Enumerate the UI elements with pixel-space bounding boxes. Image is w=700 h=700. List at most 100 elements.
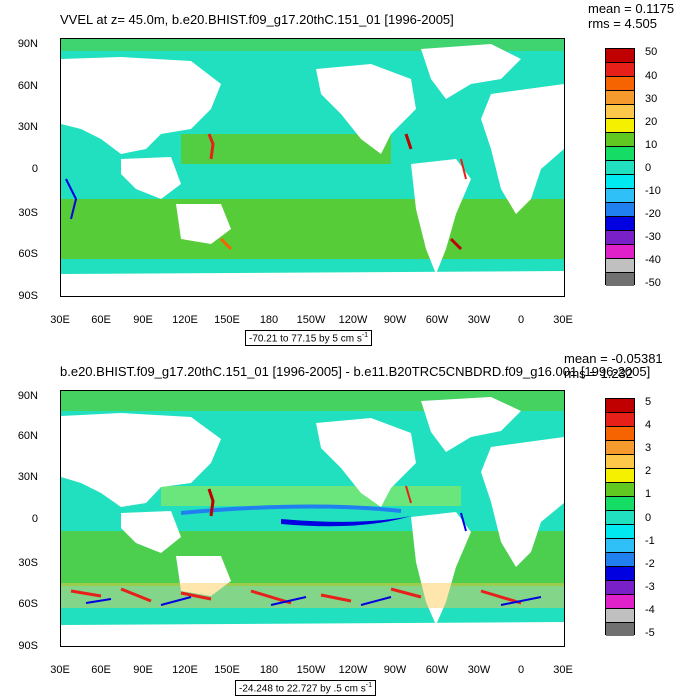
panel2-lon-label: 120E [172,664,198,676]
panel2-colorbar-box [606,581,634,595]
panel1-lat-label: 30N [17,121,38,133]
panel2-colorbar-box [606,441,634,455]
panel1-range-sup: -1 [361,332,369,339]
panel2-colorbar-box [606,553,634,567]
panel1-colorbar-box [606,49,634,63]
panel2-colorbar-label: 4 [645,419,652,431]
panel1-colorbar-box [606,245,634,259]
panel1-colorbar-box [606,273,634,286]
panel2-colorbar-box [606,455,634,469]
panel2-colorbar-label: -4 [645,604,655,616]
panel2-colorbar-label: 3 [645,442,652,454]
panel1-colorbar-box [606,63,634,77]
panel1-range-text: -70.21 to 77.15 by 5 cm s [249,333,362,345]
panel2-lat-label: 0 [31,513,38,525]
panel1-colorbar-box [606,119,634,133]
panel2-colorbar-box [606,609,634,623]
panel1-lon-label: 30E [50,314,70,326]
panel1-colorbar [605,48,635,286]
panel1-lat-label: 0 [31,163,38,175]
panel2-lon-label: 180 [259,664,279,676]
panel2-title: b.e20.BHIST.f09_g17.20thC.151_01 [1996-2… [60,364,651,379]
panel1-colorbar-label: 20 [645,116,658,128]
panel2-lon-label: 150E [214,664,240,676]
panel1-lon-label: 60E [91,314,111,326]
panel2-colorbar-label: -2 [645,558,655,570]
panel2-lat-label: 60S [18,598,38,610]
panel2-colorbar-box [606,483,634,497]
panel1-colorbar-box [606,231,634,245]
panel2-map [60,390,565,647]
panel1-lat-label: 90N [17,38,38,50]
panel2-colorbar [605,398,635,636]
panel2-colorbar-label: 0 [645,512,652,524]
panel2-range-text: -24.248 to 22.727 by .5 cm s [239,683,366,695]
panel1-map-field [61,39,564,296]
panel2-colorbar-box [606,525,634,539]
panel1-mean: mean = 0.1175 [588,1,675,16]
panel1-lat-label: 60N [17,80,38,92]
panel1-colorbar-label: -30 [645,231,661,243]
panel2-colorbar-box [606,413,634,427]
panel2-lon-label: 90E [133,664,153,676]
panel2-mean: mean = -0.05381 [564,351,663,366]
panel1-lon-label: 60W [425,314,449,326]
panel2-lon-label: 30W [467,664,491,676]
panel2-colorbar-label: 1 [645,488,652,500]
panel1-colorbar-box [606,161,634,175]
panel1-colorbar-label: 0 [645,162,652,174]
panel2-lon-label: 120W [338,664,368,676]
panel1-colorbar-box [606,133,634,147]
panel2-range-box: -24.248 to 22.727 by .5 cm s-1 [235,680,376,697]
panel1-range-box: -70.21 to 77.15 by 5 cm s-1 [245,330,373,347]
panel2-colorbar-box [606,497,634,511]
panel2-lon-label: 30E [50,664,70,676]
panel1-title: VVEL at z= 45.0m, b.e20.BHIST.f09_g17.20… [60,12,454,27]
panel1-colorbar-label: -40 [645,254,661,266]
panel1-colorbar-box [606,175,634,189]
panel1-colorbar-box [606,217,634,231]
panel2-colorbar-label: -3 [645,581,655,593]
panel1-colorbar-label: -20 [645,208,661,220]
panel1-colorbar-box [606,105,634,119]
panel2-colorbar-box [606,623,634,636]
panel2-lat-label: 30S [18,557,38,569]
panel1-colorbar-label: -10 [645,185,661,197]
panel2-lat-label: 90S [18,640,38,652]
panel1-lat-label: 60S [18,248,38,260]
panel1-lon-label: 150W [296,314,326,326]
panel1-lat-label: 90S [18,290,38,302]
panel2-lon-label: 150W [296,664,326,676]
panel1-lon-label: 30W [467,314,491,326]
panel2-colorbar-box [606,595,634,609]
panel1-colorbar-box [606,91,634,105]
panel2-lon-label: 60E [91,664,111,676]
panel1-colorbar-label: 10 [645,139,658,151]
panel2-lat-label: 90N [17,390,38,402]
panel2-colorbar-box [606,539,634,553]
panel2-colorbar-label: -5 [645,627,655,639]
panel2-colorbar-label: 2 [645,465,652,477]
panel2-range-sup: -1 [365,682,372,689]
panel2-lon-label: 0 [517,664,525,676]
panel1-lat-label: 30S [18,207,38,219]
panel2-colorbar-box [606,399,634,413]
panel1-lon-label: 180 [259,314,279,326]
panel1-map [60,38,565,297]
panel1-lon-label: 0 [517,314,525,326]
panel2-colorbar-box [606,469,634,483]
panel1-lon-label: 120W [338,314,368,326]
panel2-lat-label: 60N [17,430,38,442]
panel1-rms: rms = 4.505 [588,16,658,31]
panel2-colorbar-label: -1 [645,535,655,547]
panel2-colorbar-box [606,427,634,441]
panel2-colorbar-box [606,567,634,581]
panel1-colorbar-box [606,203,634,217]
panel1-lon-label: 30E [553,314,573,326]
panel1-lon-label: 120E [172,314,198,326]
panel2-colorbar-label: 5 [645,396,652,408]
panel1-colorbar-label: 30 [645,93,658,105]
panel1-colorbar-box [606,147,634,161]
panel1-lon-label: 150E [214,314,240,326]
panel2-map-field [61,391,564,646]
